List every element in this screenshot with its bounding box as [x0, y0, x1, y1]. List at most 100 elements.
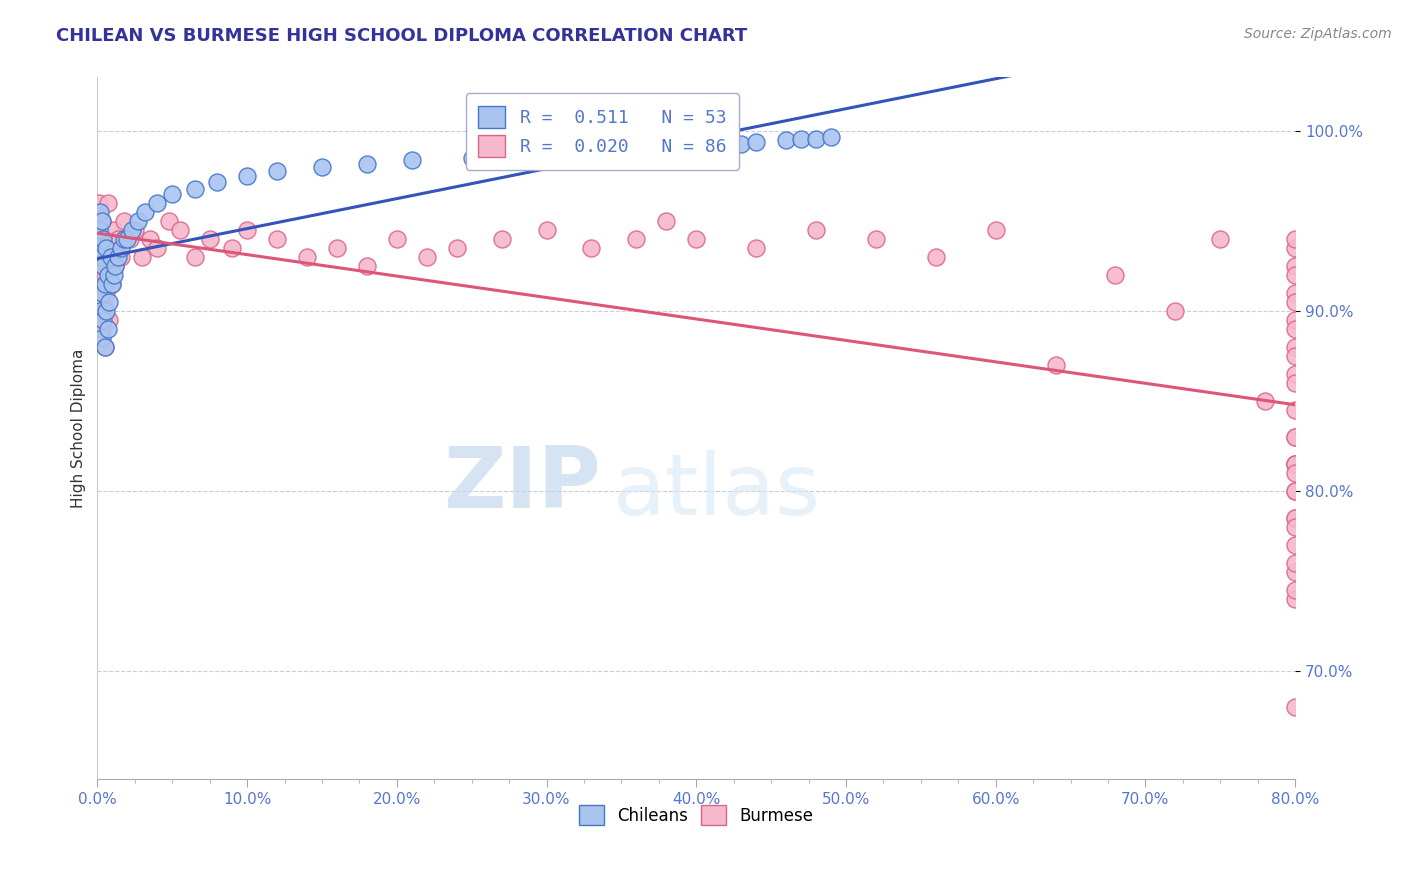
Point — [1164, 304, 1187, 318]
Point — [91, 313, 114, 327]
Point — [401, 153, 423, 168]
Point — [90, 286, 112, 301]
Point — [121, 223, 143, 237]
Point — [90, 260, 112, 274]
Point — [89, 241, 111, 255]
Point — [790, 131, 813, 145]
Point — [221, 241, 243, 255]
Point — [1284, 520, 1306, 534]
Point — [505, 148, 527, 162]
Point — [90, 214, 112, 228]
Point — [1284, 484, 1306, 499]
Point — [925, 250, 948, 264]
Point — [655, 140, 678, 154]
Point — [97, 322, 120, 336]
Point — [101, 277, 124, 292]
Point — [100, 250, 122, 264]
Point — [87, 250, 110, 264]
Point — [311, 161, 333, 175]
Point — [1284, 268, 1306, 283]
Point — [90, 322, 112, 336]
Point — [183, 182, 205, 196]
Point — [110, 250, 132, 264]
Point — [804, 131, 827, 145]
Point — [1284, 466, 1306, 480]
Point — [90, 250, 112, 264]
Point — [104, 260, 127, 274]
Text: ZIP: ZIP — [443, 442, 600, 525]
Point — [91, 260, 114, 274]
Point — [356, 157, 378, 171]
Point — [94, 340, 117, 354]
Point — [89, 223, 111, 237]
Text: CHILEAN VS BURMESE HIGH SCHOOL DIPLOMA CORRELATION CHART: CHILEAN VS BURMESE HIGH SCHOOL DIPLOMA C… — [56, 27, 748, 45]
Point — [536, 223, 558, 237]
Point — [1284, 592, 1306, 607]
Text: Source: ZipAtlas.com: Source: ZipAtlas.com — [1244, 27, 1392, 41]
Point — [139, 232, 162, 246]
Point — [97, 268, 120, 283]
Legend: Chileans, Burmese: Chileans, Burmese — [571, 797, 823, 834]
Point — [1284, 260, 1306, 274]
Point — [446, 241, 468, 255]
Point — [87, 196, 110, 211]
Point — [655, 214, 678, 228]
Point — [90, 331, 112, 345]
Point — [1284, 403, 1306, 417]
Point — [1284, 430, 1306, 444]
Point — [1284, 286, 1306, 301]
Point — [595, 144, 617, 158]
Point — [98, 313, 121, 327]
Point — [103, 268, 125, 283]
Point — [804, 223, 827, 237]
Point — [134, 205, 156, 219]
Point — [89, 268, 111, 283]
Point — [97, 196, 120, 211]
Text: atlas: atlas — [613, 450, 821, 533]
Point — [157, 214, 180, 228]
Point — [1284, 322, 1306, 336]
Point — [146, 196, 169, 211]
Point — [1284, 457, 1306, 471]
Point — [266, 164, 288, 178]
Point — [91, 232, 114, 246]
Point — [730, 136, 752, 151]
Point — [117, 232, 139, 246]
Point — [1284, 368, 1306, 382]
Point — [775, 133, 797, 147]
Point — [110, 241, 132, 255]
Point — [356, 260, 378, 274]
Point — [107, 250, 129, 264]
Point — [90, 214, 112, 228]
Point — [1284, 376, 1306, 391]
Point — [1284, 430, 1306, 444]
Point — [1284, 340, 1306, 354]
Point — [89, 205, 111, 219]
Point — [112, 214, 135, 228]
Point — [1284, 700, 1306, 714]
Point — [98, 295, 121, 310]
Point — [1284, 538, 1306, 552]
Point — [146, 241, 169, 255]
Point — [236, 223, 259, 237]
Point — [1045, 358, 1067, 372]
Point — [1284, 556, 1306, 570]
Point — [1104, 268, 1126, 283]
Point — [685, 232, 707, 246]
Point — [160, 187, 183, 202]
Point — [700, 136, 723, 151]
Point — [131, 250, 153, 264]
Point — [1284, 295, 1306, 310]
Point — [94, 268, 117, 283]
Point — [626, 142, 648, 156]
Point — [89, 304, 111, 318]
Point — [266, 232, 288, 246]
Point — [326, 241, 349, 255]
Point — [626, 232, 648, 246]
Point — [416, 250, 439, 264]
Point — [685, 138, 707, 153]
Point — [491, 232, 513, 246]
Point — [94, 277, 117, 292]
Point — [1284, 511, 1306, 525]
Point — [112, 232, 135, 246]
